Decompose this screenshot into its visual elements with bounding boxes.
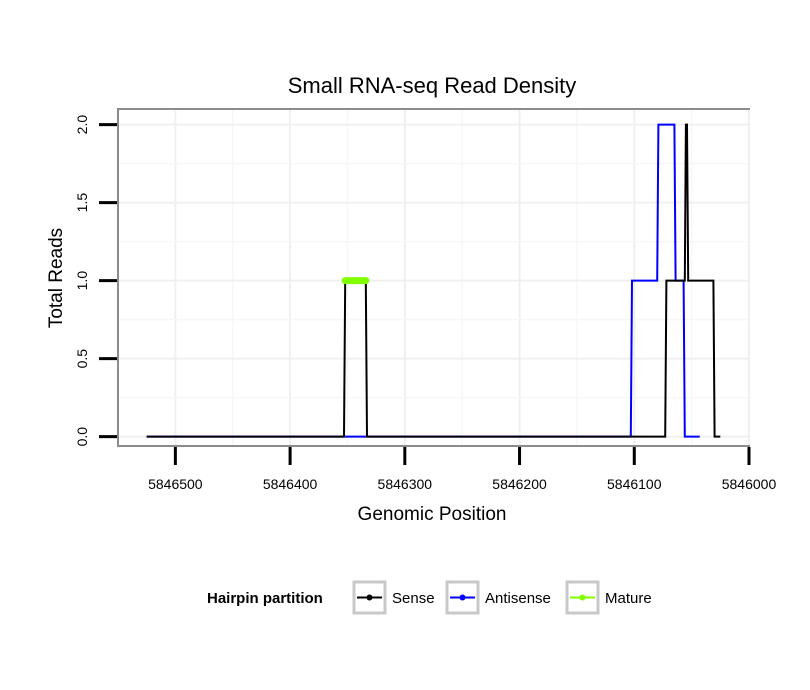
- x-tick-label: 5846400: [263, 476, 318, 492]
- y-axis: 0.0 0.5 1.0 1.5 2.0: [74, 115, 117, 447]
- plot-panel: [117, 108, 750, 447]
- chart-title: Small RNA-seq Read Density: [288, 73, 577, 98]
- legend-title: Hairpin partition: [207, 590, 323, 607]
- y-axis-title: Total Reads: [46, 228, 67, 328]
- x-tick-label: 5846200: [492, 476, 547, 492]
- legend-label: Antisense: [485, 590, 551, 607]
- x-tick-label: 5846300: [378, 476, 433, 492]
- x-tick-label: 5846100: [607, 476, 662, 492]
- legend-key-marker: [366, 594, 373, 601]
- y-tick-label: 0.0: [74, 427, 90, 447]
- legend-key-marker: [579, 594, 586, 601]
- legend-item-sense: Sense: [352, 580, 435, 615]
- legend-item-antisense: Antisense: [445, 580, 551, 615]
- y-tick-label: 2.0: [74, 115, 90, 135]
- x-axis: 5846500 5846400 5846300 5846200 5846100 58460…: [148, 447, 776, 492]
- x-tick-label: 5846500: [148, 476, 203, 492]
- y-tick-label: 1.0: [74, 271, 90, 291]
- y-tick-label: 0.5: [74, 349, 90, 369]
- y-tick-label: 1.5: [74, 193, 90, 213]
- legend-label: Sense: [392, 590, 435, 607]
- x-tick-label: 5846000: [722, 476, 777, 492]
- legend-item-mature: Mature: [565, 580, 652, 615]
- series-layer: [146, 123, 721, 438]
- series-line-antisense: [146, 123, 700, 438]
- legend-label: Mature: [605, 590, 652, 607]
- x-axis-title: Genomic Position: [358, 504, 507, 525]
- legend: Hairpin partition Sense Antisense Mature: [207, 580, 652, 615]
- legend-key-marker: [459, 594, 466, 601]
